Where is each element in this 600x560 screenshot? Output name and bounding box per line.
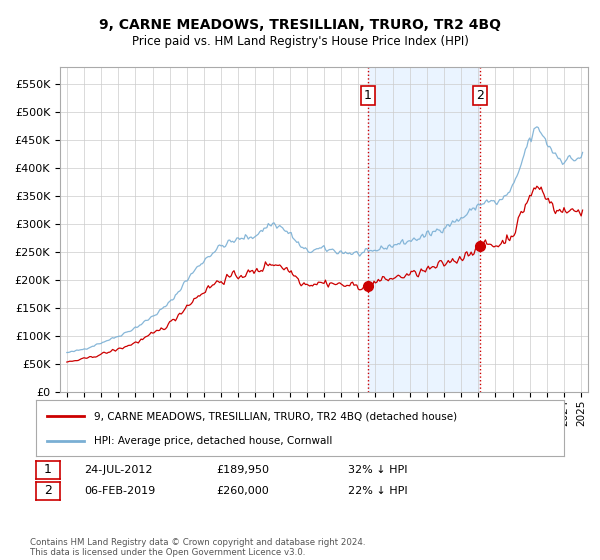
Text: 1: 1	[364, 88, 372, 102]
Text: 9, CARNE MEADOWS, TRESILLIAN, TRURO, TR2 4BQ (detached house): 9, CARNE MEADOWS, TRESILLIAN, TRURO, TR2…	[94, 411, 457, 421]
Text: £260,000: £260,000	[216, 486, 269, 496]
Text: 32% ↓ HPI: 32% ↓ HPI	[348, 465, 407, 475]
Text: 1: 1	[44, 463, 52, 477]
Text: HPI: Average price, detached house, Cornwall: HPI: Average price, detached house, Corn…	[94, 436, 332, 446]
Text: 24-JUL-2012: 24-JUL-2012	[84, 465, 152, 475]
Text: 2: 2	[476, 88, 484, 102]
Text: 9, CARNE MEADOWS, TRESILLIAN, TRURO, TR2 4BQ: 9, CARNE MEADOWS, TRESILLIAN, TRURO, TR2…	[99, 18, 501, 32]
Text: 22% ↓ HPI: 22% ↓ HPI	[348, 486, 407, 496]
Text: Price paid vs. HM Land Registry's House Price Index (HPI): Price paid vs. HM Land Registry's House …	[131, 35, 469, 49]
Text: 06-FEB-2019: 06-FEB-2019	[84, 486, 155, 496]
Text: £189,950: £189,950	[216, 465, 269, 475]
Text: 2: 2	[44, 484, 52, 497]
Text: Contains HM Land Registry data © Crown copyright and database right 2024.
This d: Contains HM Land Registry data © Crown c…	[30, 538, 365, 557]
Bar	[368, 67, 480, 392]
